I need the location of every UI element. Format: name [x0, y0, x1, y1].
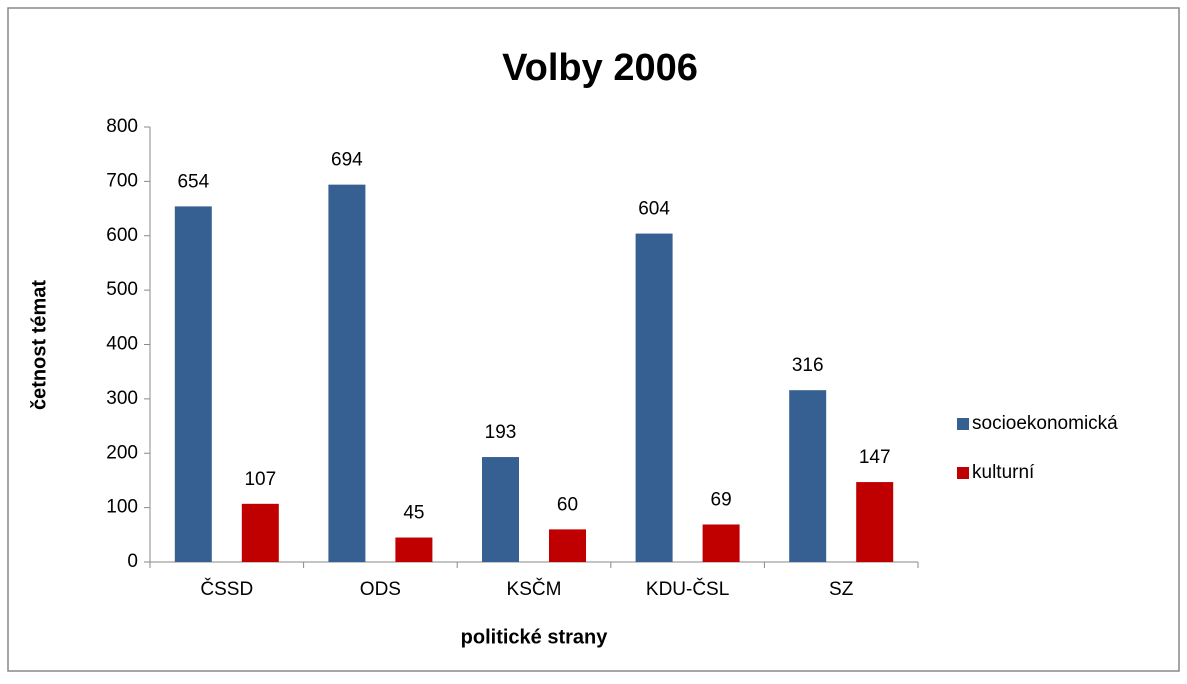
data-label: 60	[557, 494, 578, 515]
bar	[241, 503, 279, 562]
legend-label: socioekonomická	[972, 413, 1118, 434]
y-tick-label: 100	[106, 497, 138, 518]
y-tick-label: 700	[106, 170, 138, 191]
y-axis-title: četnost témat	[28, 280, 50, 410]
bar	[789, 390, 827, 562]
legend-label: kulturní	[972, 462, 1035, 483]
data-label: 147	[859, 447, 891, 468]
chart-title: Volby 2006	[502, 47, 698, 89]
bar	[174, 206, 212, 562]
legend-swatch	[957, 418, 969, 430]
x-axis-title: politické strany	[461, 626, 609, 648]
bar	[549, 529, 586, 562]
bar	[702, 524, 740, 562]
y-tick-label: 200	[106, 442, 138, 463]
y-tick-label: 400	[106, 334, 138, 355]
bar	[395, 537, 433, 562]
x-tick-label: KDU-ČSL	[646, 578, 729, 600]
y-tick-label: 800	[106, 116, 138, 137]
data-label: 193	[485, 422, 517, 443]
data-label: 604	[638, 199, 670, 220]
y-tick-label: 600	[106, 225, 138, 246]
data-label: 694	[331, 150, 363, 171]
y-tick-label: 0	[127, 551, 138, 572]
data-label: 69	[711, 489, 732, 510]
bar	[856, 482, 894, 562]
x-tick-label: KSČM	[507, 578, 562, 600]
y-tick-label: 300	[106, 388, 138, 409]
x-tick-label: ODS	[360, 579, 401, 600]
x-tick-label: ČSSD	[200, 578, 253, 600]
data-label: 45	[403, 503, 424, 524]
data-label: 654	[177, 171, 209, 192]
bar	[482, 457, 519, 562]
x-tick-label: SZ	[829, 579, 854, 600]
y-tick-label: 500	[106, 279, 138, 300]
bar	[635, 233, 673, 562]
data-label: 316	[792, 355, 824, 376]
bar	[328, 184, 366, 562]
data-label: 107	[244, 469, 276, 490]
legend-swatch	[957, 467, 969, 479]
